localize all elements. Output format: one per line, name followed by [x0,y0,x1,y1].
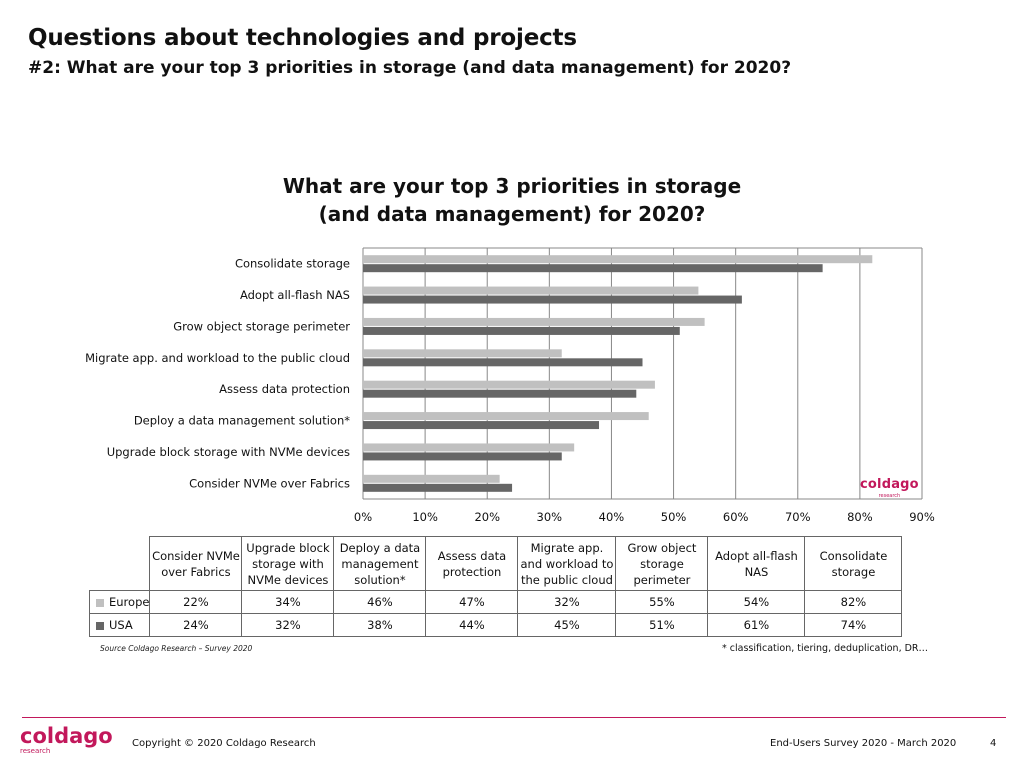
table-cell: 46% [333,590,427,614]
table-row-europe: Europe 22% 34% 46% 47% 32% 55% 54% 82% [88,590,903,614]
table-header-cell: Migrate app. and workload to the public … [517,536,617,591]
page-title: Questions about technologies and project… [28,25,577,51]
category-label: Adopt all-flash NAS [240,288,350,302]
bar-usa [363,264,823,273]
chart-title-line-1: What are your top 3 priorities in storag… [282,174,742,198]
x-tick-label: 80% [847,510,873,524]
bar-usa [363,452,562,461]
table-cell: 22% [149,590,243,614]
bar-usa [363,483,513,492]
table-cell: 45% [517,613,617,637]
bar-europe [363,474,500,483]
bar-europe [363,380,655,389]
category-label: Upgrade block storage with NVMe devices [107,445,350,459]
data-table-corner [89,536,151,591]
category-label: Consolidate storage [235,257,350,271]
usa-swatch-icon [96,621,104,630]
table-cell: 44% [425,613,519,637]
table-header-cell: Deploy a data management solution* [333,536,427,591]
table-header-cell: Grow object storage perimeter [615,536,709,591]
table-header-cell: Consider NVMe over Fabrics [149,536,243,591]
survey-label: End-Users Survey 2020 - March 2020 [770,738,957,749]
x-tick-label: 60% [723,510,749,524]
x-tick-label: 10% [412,510,438,524]
source-note: Source Coldago Research – Survey 2020 [100,644,253,653]
table-cell: 47% [425,590,519,614]
bar-usa [363,326,680,335]
x-tick-label: 40% [599,510,625,524]
table-cell: 24% [149,613,243,637]
bar-europe [363,349,562,358]
table-cell: 51% [615,613,709,637]
table-cell: 82% [804,590,903,614]
category-label: Deploy a data management solution* [134,414,350,428]
series-label-usa: USA [88,613,151,637]
category-label: Grow object storage perimeter [173,319,350,333]
footer-logo-tagline: research [20,747,51,755]
bar-europe [363,255,873,264]
chart-title-line-2: (and data management) for 2020? [318,202,706,226]
table-cell: 32% [241,613,335,637]
bar-usa [363,389,637,398]
footer-logo: coldago research [20,726,113,759]
bar-europe [363,286,699,295]
series-label-europe: Europe [88,590,151,614]
table-header-cell: Adopt all-flash NAS [707,536,806,591]
page-subtitle: #2: What are your top 3 priorities in st… [28,58,792,78]
bar-europe [363,443,575,452]
bar-usa [363,421,600,430]
table-cell: 55% [615,590,709,614]
table-row-usa: USA 24% 32% 38% 44% 45% 51% 61% 74% [88,613,903,637]
chart-logo: coldago research [860,478,919,501]
copyright-text: Copyright © 2020 Coldago Research [132,738,316,749]
chart-logo-word: coldago [860,477,919,492]
page-number: 4 [990,738,997,749]
data-table-header-row: Consider NVMe over Fabrics Upgrade block… [89,536,903,591]
footnote: * classification, tiering, deduplication… [722,643,929,654]
bar-chart: 0% 10% 20% 30% 40% 50% 60% 70% 80% 90% Consolidate… [85,247,935,524]
series-label-text: USA [109,618,133,632]
category-label: Consider NVMe over Fabrics [189,476,350,490]
x-tick-label: 90% [909,510,935,524]
table-header-cell: Consolidate storage [804,536,903,591]
x-tick-label: 70% [785,510,811,524]
data-table: Consider NVMe over Fabrics Upgrade block… [88,536,903,637]
chart-logo-tagline: research [878,493,901,499]
europe-swatch-icon [96,598,104,607]
table-cell: 38% [333,613,427,637]
chart-title: What are your top 3 priorities in storag… [262,172,762,228]
series-label-text: Europe [109,595,150,609]
bar-europe [363,317,705,326]
bar-usa [363,295,742,304]
bar-europe [363,412,649,421]
x-tick-label: 50% [661,510,687,524]
table-cell: 61% [707,613,806,637]
footer-logo-word: coldago [20,724,113,748]
x-tick-label: 20% [474,510,500,524]
table-header-cell: Assess data protection [425,536,519,591]
table-cell: 54% [707,590,806,614]
x-tick-label: 30% [537,510,563,524]
bar-usa [363,358,643,367]
table-header-cell: Upgrade block storage with NVMe devices [241,536,335,591]
footer-divider [22,717,1006,718]
table-cell: 34% [241,590,335,614]
category-label: Migrate app. and workload to the public … [85,351,350,365]
x-tick-label: 0% [354,510,372,524]
table-cell: 32% [517,590,617,614]
category-label: Assess data protection [219,382,350,396]
table-cell: 74% [804,613,903,637]
